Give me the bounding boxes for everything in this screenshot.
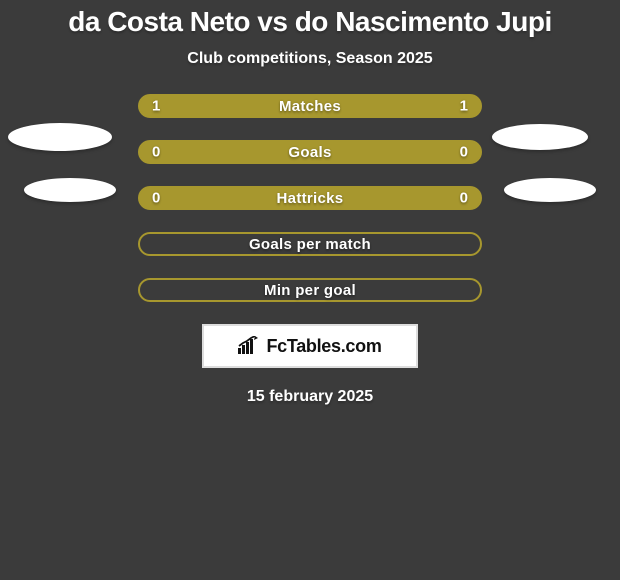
stat-label: Hattricks bbox=[277, 190, 344, 207]
comparison-card: da Costa Neto vs do Nascimento Jupi Club… bbox=[0, 0, 620, 580]
brand-text: FcTables.com bbox=[266, 336, 381, 357]
stat-row: Min per goal bbox=[0, 278, 620, 302]
stat-bar: Hattricks 0 0 bbox=[138, 186, 482, 210]
kit-ellipse bbox=[492, 124, 588, 150]
stat-bar: Min per goal bbox=[138, 278, 482, 302]
stat-row: Goals per match bbox=[0, 232, 620, 256]
stat-bar: Goals 0 0 bbox=[138, 140, 482, 164]
kit-ellipse bbox=[8, 123, 112, 151]
stat-label: Goals bbox=[288, 144, 331, 161]
subtitle: Club competitions, Season 2025 bbox=[0, 50, 620, 68]
stat-value-right: 0 bbox=[460, 144, 468, 161]
bar-chart-icon bbox=[238, 336, 260, 356]
stat-bar: Matches 1 1 bbox=[138, 94, 482, 118]
stat-label: Goals per match bbox=[249, 236, 371, 253]
page-title: da Costa Neto vs do Nascimento Jupi bbox=[0, 0, 620, 38]
stat-value-left: 0 bbox=[152, 144, 160, 161]
stat-value-left: 1 bbox=[152, 98, 160, 115]
stat-label: Min per goal bbox=[264, 282, 356, 299]
stat-bar: Goals per match bbox=[138, 232, 482, 256]
kit-ellipse bbox=[504, 178, 596, 202]
stat-value-left: 0 bbox=[152, 190, 160, 207]
stat-value-right: 0 bbox=[460, 190, 468, 207]
kit-ellipse bbox=[24, 178, 116, 202]
date-text: 15 february 2025 bbox=[0, 388, 620, 406]
stat-label: Matches bbox=[279, 98, 341, 115]
stat-value-right: 1 bbox=[460, 98, 468, 115]
brand-box[interactable]: FcTables.com bbox=[202, 324, 418, 368]
stat-row: Matches 1 1 bbox=[0, 94, 620, 118]
